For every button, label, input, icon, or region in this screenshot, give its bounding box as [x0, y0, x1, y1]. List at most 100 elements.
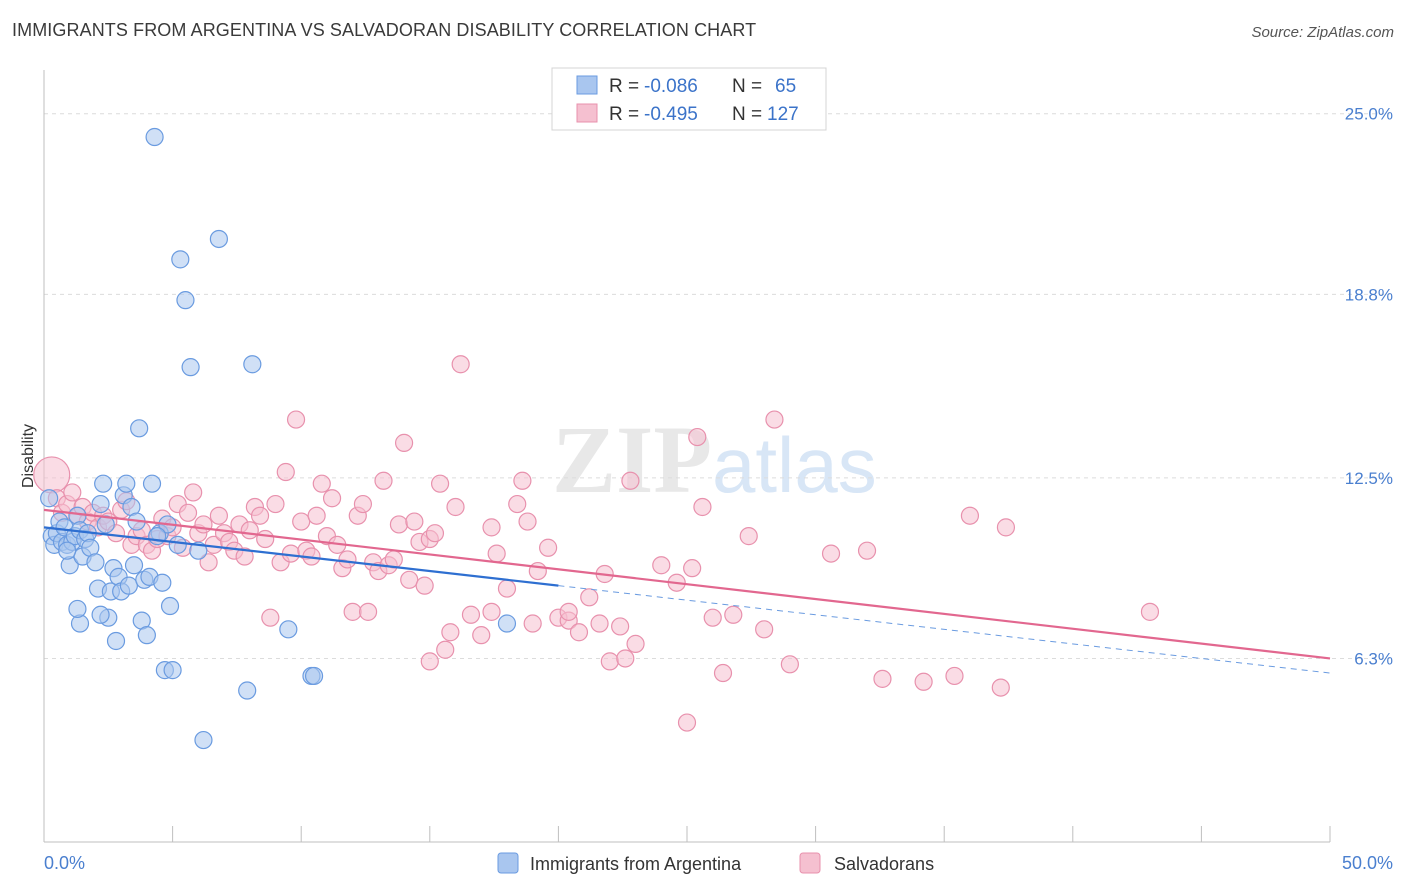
argentina-point: [91, 605, 110, 624]
salvadoran-point: [523, 614, 542, 633]
argentina-point: [94, 474, 113, 493]
argentina-point: [163, 661, 182, 680]
legend-bottom-label-salvadorans: Salvadorans: [834, 854, 934, 874]
salvadoran-point: [276, 462, 295, 482]
salvadoran-point: [611, 617, 630, 636]
salvadoran-point: [713, 663, 733, 683]
legend-r-value-argentina: -0.086: [644, 76, 698, 97]
salvadoran-point: [616, 649, 635, 668]
argentina-point: [142, 474, 162, 493]
argentina-point: [194, 730, 213, 750]
y-tick-label: 25.0%: [1345, 105, 1393, 124]
salvadoran-point: [487, 544, 506, 563]
argentina-point: [209, 229, 228, 249]
legend-r-label-argentina: R =: [609, 76, 639, 97]
argentina-point: [160, 596, 180, 616]
argentina-point: [243, 355, 262, 374]
salvadoran-point: [250, 506, 270, 525]
legend-r-value-salvadorans: -0.495: [644, 104, 698, 125]
salvadoran-point: [960, 506, 980, 525]
argentina-point: [119, 576, 138, 595]
argentina-point: [58, 541, 77, 560]
salvadoran-point: [508, 494, 527, 514]
salvadoran-point: [415, 576, 434, 595]
argentina-point: [91, 494, 110, 514]
source-credit: Source: ZipAtlas.com: [1251, 24, 1394, 41]
salvadoran-point: [199, 553, 218, 572]
salvadoran-point: [338, 550, 357, 569]
argentina-point: [238, 681, 257, 700]
salvadoran-point: [405, 512, 424, 531]
salvadoran-point: [677, 713, 697, 732]
salvadoran-point: [33, 456, 71, 494]
salvadoran-point: [873, 669, 892, 688]
legend-n-label-salvadorans: N =: [732, 104, 762, 125]
salvadoran-point: [266, 494, 285, 514]
y-axis-label: Disability: [20, 424, 37, 488]
salvadoran-point: [821, 544, 841, 563]
watermark-zip: ZIP: [552, 406, 712, 513]
legend-bottom-swatch-argentina: [497, 852, 519, 874]
legend-n-label-argentina: N =: [732, 76, 762, 97]
argentina-point: [168, 535, 187, 554]
salvadoran-point: [1140, 602, 1160, 621]
salvadoran-point: [292, 512, 311, 531]
salvadoran-point: [235, 547, 254, 566]
series-argentina-points: [40, 127, 517, 750]
watermark: ZIP atlas: [552, 406, 877, 513]
salvadoran-point: [394, 433, 414, 452]
legend-swatch-salvadorans: [576, 103, 598, 123]
argentina-point: [148, 527, 167, 546]
salvadoran-point: [358, 602, 378, 621]
salvadoran-point: [256, 529, 275, 549]
salvadoran-point: [436, 640, 455, 659]
argentina-point: [106, 631, 126, 651]
argentina-point: [153, 573, 172, 592]
x-axis-ticks: [43, 826, 1331, 842]
legend-bottom: Immigrants from Argentina Salvadorans: [497, 852, 934, 874]
salvadoran-point: [430, 474, 450, 493]
legend-n-value-argentina: 65: [775, 76, 796, 97]
salvadoran-point: [194, 515, 213, 534]
y-tick-label: 12.5%: [1345, 469, 1393, 488]
legend-top-box: [551, 67, 827, 131]
x-tick-label-min: 0.0%: [44, 853, 85, 873]
salvadoran-point: [63, 483, 82, 502]
salvadoran-point: [739, 527, 758, 546]
trend-line-argentina-extension: [558, 585, 1331, 674]
argentina-point: [181, 358, 200, 377]
argentina-point: [145, 127, 164, 147]
salvadoran-point: [559, 602, 578, 621]
salvadoran-point: [209, 506, 228, 525]
salvadoran-point: [652, 556, 671, 575]
legend-r-label-salvadorans: R =: [609, 104, 639, 125]
y-tick-label: 6.3%: [1354, 649, 1393, 668]
salvadoran-point: [425, 524, 445, 543]
salvadoran-point: [703, 608, 722, 627]
salvadoran-point: [389, 515, 409, 534]
salvadoran-point: [857, 541, 877, 560]
salvadoran-point: [482, 518, 501, 537]
watermark-atlas: atlas: [712, 421, 877, 509]
salvadoran-point: [755, 620, 774, 639]
salvadoran-point: [688, 427, 707, 447]
salvadoran-point: [991, 678, 1010, 697]
salvadoran-point: [621, 471, 640, 490]
salvadoran-point: [683, 559, 702, 578]
argentina-point: [124, 556, 144, 575]
salvadoran-point: [600, 652, 619, 671]
salvadoran-point: [765, 410, 784, 429]
gridlines: [44, 113, 1390, 659]
legend-bottom-label-argentina: Immigrants from Argentina: [530, 854, 742, 874]
legend-n-value-salvadorans: 127: [767, 104, 799, 125]
legend-swatch-argentina: [576, 75, 598, 95]
salvadoran-point: [374, 471, 393, 490]
salvadoran-point: [996, 518, 1016, 537]
salvadoran-point: [312, 474, 331, 493]
salvadoran-point: [451, 355, 470, 374]
salvadoran-point: [569, 623, 589, 642]
salvadoran-point: [945, 666, 964, 686]
argentina-point: [304, 666, 324, 686]
salvadoran-point: [528, 561, 547, 581]
